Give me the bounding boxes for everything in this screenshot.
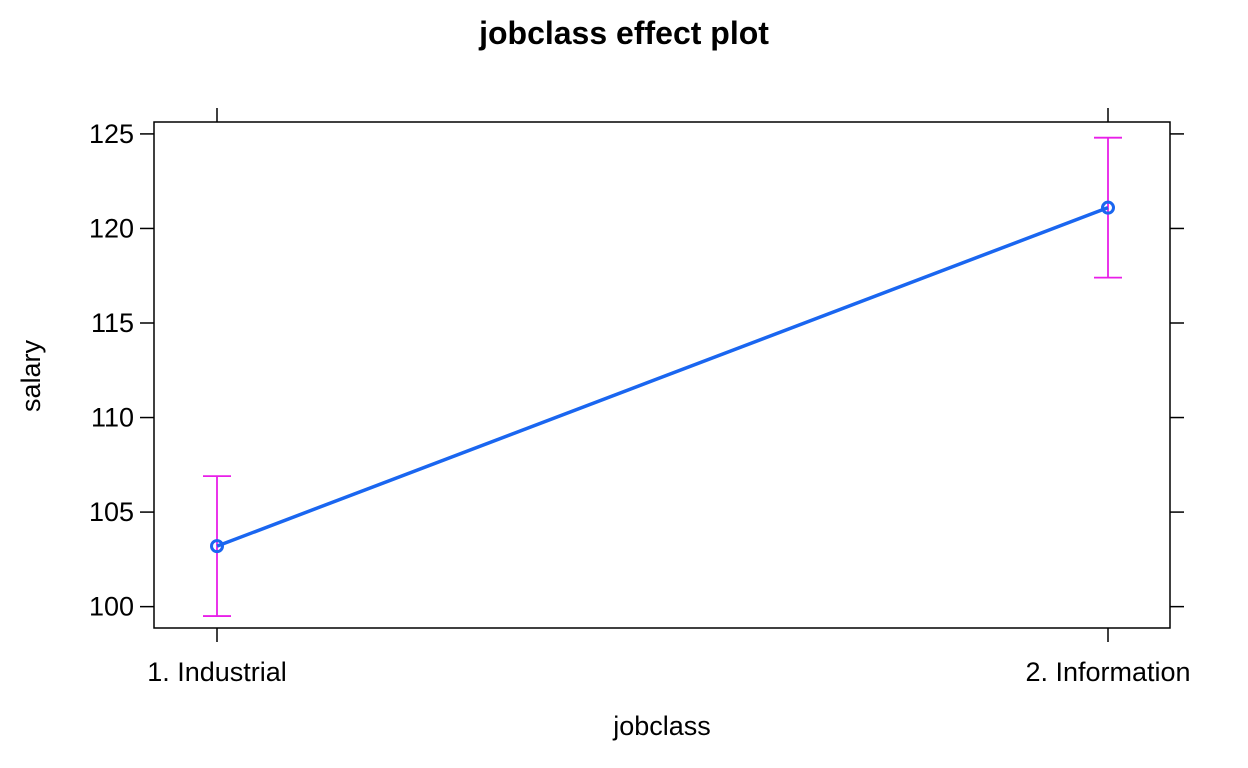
x-tick-label: 2. Information [1025, 657, 1190, 687]
y-tick-label: 115 [91, 308, 134, 338]
y-axis: 100 105 110 115 120 125 [89, 119, 1184, 622]
y-axis-label: salary [16, 339, 46, 412]
chart-title: jobclass effect plot [478, 15, 769, 51]
series-line [216, 206, 1109, 548]
series-line-group [210, 200, 1115, 554]
y-tick-label: 100 [89, 592, 134, 622]
data-point [1101, 200, 1115, 215]
data-point [210, 539, 224, 554]
y-tick-label: 105 [89, 497, 134, 527]
y-tick-label: 125 [89, 119, 134, 149]
x-axis: 1. Industrial 2. Information [147, 108, 1191, 687]
plot-frame [153, 121, 1171, 629]
x-axis-label: jobclass [612, 711, 711, 741]
y-tick-label: 110 [91, 403, 134, 433]
y-tick-label: 120 [89, 213, 134, 243]
x-tick-label: 1. Industrial [147, 657, 287, 687]
